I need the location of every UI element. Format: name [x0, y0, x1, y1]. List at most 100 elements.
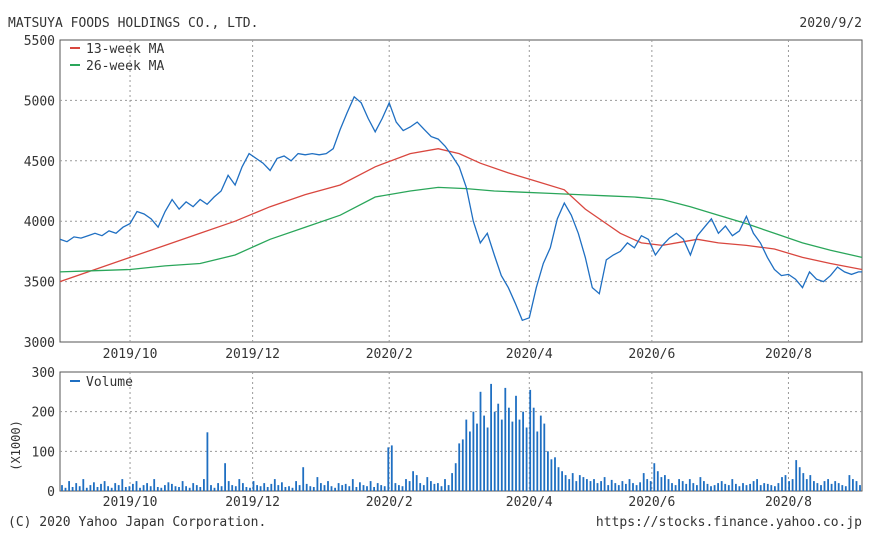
volume-bar: [387, 447, 390, 491]
volume-bar: [188, 487, 191, 491]
volume-bar: [224, 463, 226, 491]
volume-bar: [380, 485, 383, 491]
price-ytick-label: 4000: [24, 215, 55, 230]
line-layer: [60, 95, 862, 322]
volume-bar: [816, 483, 819, 491]
volume-bar: [433, 483, 436, 491]
volume-bar: [206, 432, 209, 491]
volume-bar: [327, 481, 329, 491]
volume-bar: [160, 487, 163, 491]
volume-bar: [766, 483, 769, 491]
volume-bar: [497, 403, 500, 491]
volume-bar: [61, 485, 63, 491]
volume-bar: [522, 411, 524, 491]
volume-bar: [582, 477, 585, 491]
volume-bar: [554, 457, 556, 491]
volume-bar: [394, 483, 397, 491]
volume-xtick-label: 2020/8: [765, 495, 812, 510]
volume-bar: [142, 485, 145, 491]
volume-bar: [561, 471, 563, 491]
volume-bar: [625, 483, 627, 491]
volume-bar: [103, 481, 106, 491]
volume-bar: [451, 473, 453, 491]
ma26-line: [60, 186, 862, 273]
volume-bar: [227, 481, 230, 491]
volume-bar: [781, 477, 783, 491]
volume-bar: [121, 479, 124, 491]
volume-bar: [607, 485, 610, 491]
legend-layer: 13-week MA 26-week MA Volume: [70, 42, 164, 390]
volume-bar: [284, 487, 287, 491]
volume-bar: [412, 471, 414, 491]
volume-bar: [181, 481, 184, 491]
volume-layer: [61, 383, 861, 491]
volume-bar: [692, 483, 695, 491]
volume-bar: [614, 483, 617, 491]
volume-ylabel: (X1000): [9, 420, 23, 471]
volume-bar: [660, 477, 663, 491]
volume-bar: [823, 481, 826, 491]
volume-bar: [266, 487, 269, 491]
volume-bar: [724, 483, 727, 491]
volume-bar: [355, 487, 358, 491]
volume-bar: [727, 485, 730, 491]
volume-bar: [532, 407, 535, 491]
volume-bar: [234, 486, 237, 491]
volume-bar: [703, 481, 705, 491]
price-xtick-label: 2020/2: [366, 347, 413, 362]
price-line: [60, 95, 862, 322]
volume-bar: [78, 486, 81, 491]
volume-bar: [511, 421, 514, 491]
volume-bar: [674, 485, 677, 491]
volume-bar: [440, 486, 443, 491]
volume-bar: [628, 479, 631, 491]
volume-bar: [827, 479, 829, 491]
volume-bar: [557, 467, 560, 491]
volume-bar: [362, 485, 365, 491]
price-xtick-label: 2019/10: [103, 347, 158, 362]
volume-bar: [153, 479, 156, 491]
volume-bar: [774, 486, 776, 491]
volume-bar: [859, 485, 861, 491]
volume-bar: [71, 487, 74, 491]
volume-bar: [341, 485, 344, 491]
volume-bar: [270, 483, 273, 491]
volume-bar: [174, 486, 177, 491]
volume-bar: [518, 419, 521, 491]
volume-bar: [742, 483, 744, 491]
volume-bar: [688, 479, 691, 491]
volume-bar: [476, 423, 478, 491]
volume-bar: [483, 415, 485, 491]
volume-bar: [203, 479, 205, 491]
volume-bar: [504, 387, 507, 491]
volume-bar: [830, 483, 833, 491]
volume-bar: [820, 485, 822, 491]
volume-bar: [639, 482, 641, 491]
volume-bar: [656, 471, 659, 491]
volume-ytick-label: 0: [47, 485, 55, 500]
volume-bar: [146, 483, 148, 491]
volume-bar: [756, 479, 758, 491]
volume-bar: [259, 486, 262, 491]
price-ytick-label: 4500: [24, 155, 55, 170]
volume-bar: [617, 485, 620, 491]
volume-bar: [408, 481, 411, 491]
volume-bar: [309, 486, 312, 491]
volume-bar: [486, 427, 489, 491]
price-xtick-label: 2020/4: [506, 347, 553, 362]
volume-bar: [167, 482, 170, 491]
volume-bar: [128, 486, 131, 491]
volume-bar: [93, 482, 95, 491]
volume-bar: [85, 487, 88, 491]
volume-bar: [383, 486, 386, 491]
volume-bar: [759, 485, 762, 491]
volume-bar: [610, 479, 613, 491]
volume-bar: [575, 481, 578, 491]
volume-bar: [376, 483, 379, 491]
volume-bar: [706, 483, 709, 491]
volume-bar: [89, 485, 92, 491]
price-ytick-label: 5000: [24, 94, 55, 109]
volume-bar: [252, 481, 255, 491]
volume-bar: [334, 487, 336, 491]
